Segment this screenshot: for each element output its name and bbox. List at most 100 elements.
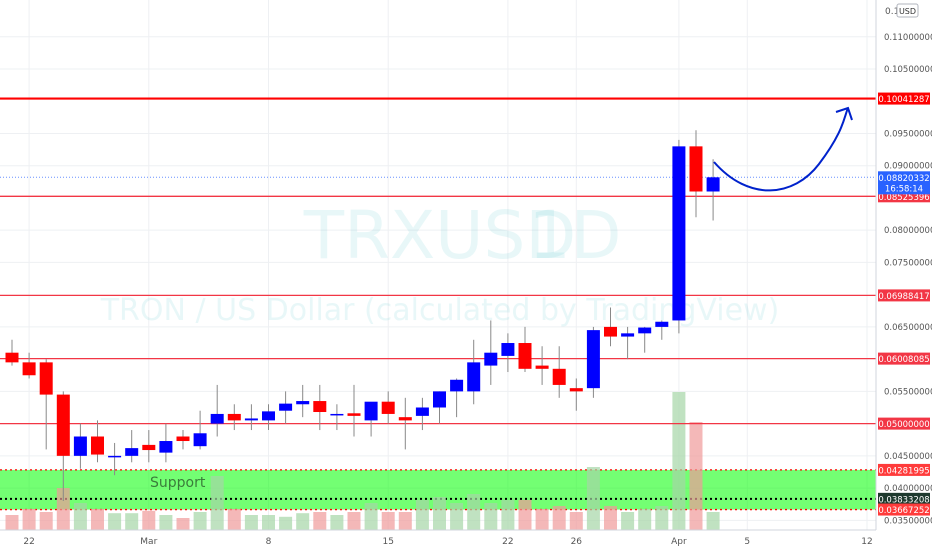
candle	[296, 384, 310, 418]
candle-body	[244, 418, 258, 421]
volume-bar	[552, 506, 566, 530]
candle-body	[313, 401, 327, 413]
volume-bar	[56, 488, 70, 530]
volume-bar	[244, 515, 258, 530]
countdown-label: 16:58:14	[885, 184, 923, 194]
candle-body	[638, 327, 652, 334]
candle-body	[210, 413, 224, 424]
forecast-arrowhead	[835, 106, 853, 121]
candle-body	[467, 362, 481, 392]
volume-bar	[638, 509, 652, 530]
volume-bar	[535, 509, 549, 530]
time-tick-label: Mar	[140, 537, 157, 547]
candle	[604, 307, 617, 347]
volume-bar	[330, 515, 344, 530]
volume-bar	[381, 512, 395, 530]
candle	[244, 404, 258, 431]
candle-body	[621, 333, 635, 337]
volume-bar	[279, 516, 293, 530]
volume-bar	[347, 512, 361, 530]
currency-badge	[896, 3, 919, 18]
candle	[330, 404, 344, 431]
current-price-label: 0.08820332	[878, 174, 929, 184]
candle-body	[381, 401, 395, 414]
candle-body	[655, 321, 669, 327]
candle	[638, 326, 652, 353]
volume-bar	[518, 500, 532, 530]
candle	[569, 378, 583, 411]
candle	[39, 359, 53, 450]
time-tick-label: 5	[744, 537, 750, 547]
candle-body	[450, 379, 464, 392]
support-mid-tag-label: 0.03833208	[878, 495, 929, 505]
candle	[501, 333, 515, 373]
candle-body	[91, 436, 104, 455]
volume-bar	[364, 503, 378, 530]
candle-body	[142, 444, 156, 451]
watermark-interval: 1D	[529, 197, 622, 274]
candle	[672, 139, 686, 334]
candle	[450, 378, 464, 418]
candle	[262, 404, 275, 431]
price-tick-label: 0.07500000	[884, 258, 932, 268]
candle-body	[433, 391, 446, 408]
time-tick-label: 8	[266, 537, 272, 547]
candle	[552, 346, 566, 398]
candle	[535, 346, 549, 385]
volume-bar	[159, 515, 173, 530]
candle	[706, 159, 720, 221]
time-tick-label: 15	[382, 537, 393, 547]
volume-bar	[176, 518, 190, 530]
forecast-arrow-layer	[713, 106, 853, 192]
candle	[347, 384, 361, 437]
currency-badge-label: USD	[899, 7, 916, 16]
candle	[227, 404, 241, 431]
watermark-symbol: TRXUSD	[303, 197, 576, 274]
volume-bar	[484, 503, 498, 530]
volume-bar	[415, 500, 429, 530]
level-price-tag-label: 0.05000000	[878, 420, 929, 430]
candle-body	[56, 394, 70, 456]
volume-bar	[142, 510, 156, 530]
volume-bar	[227, 509, 241, 530]
level-price-tag	[878, 352, 930, 365]
current-price-tag	[878, 171, 930, 195]
candle-body	[347, 413, 361, 416]
volume-bar	[433, 497, 446, 530]
price-tick-label: 0.10500000	[884, 65, 932, 75]
volume-bar	[689, 422, 703, 530]
volume-bar	[313, 512, 327, 530]
candle-body	[501, 343, 515, 356]
candle-body	[415, 407, 429, 416]
candle-body	[364, 401, 378, 421]
volume-bar	[621, 512, 635, 530]
volume-bar	[91, 509, 104, 530]
candle	[91, 420, 104, 463]
level-price-tag	[878, 417, 930, 430]
price-tick-label: 0.11000000	[884, 33, 932, 43]
volume-bar	[672, 392, 686, 530]
volume-bar	[39, 512, 53, 530]
candle	[125, 430, 139, 463]
candle-body	[39, 362, 53, 395]
candle-body	[108, 455, 122, 458]
candle	[433, 391, 446, 424]
support-top-tag-label: 0.04281995	[878, 466, 929, 476]
candle	[415, 397, 429, 431]
time-tick-label: 22	[23, 537, 34, 547]
volume-bar	[22, 509, 36, 530]
price-axis: 0.1 USD 0.11000000 0.10500000 0.09500000 0.09…	[875, 0, 932, 550]
candle-body	[604, 326, 617, 337]
volume-bar	[501, 500, 515, 530]
candle-body	[296, 401, 310, 405]
candle	[398, 397, 412, 450]
candle-body	[706, 177, 720, 192]
candle	[56, 391, 70, 501]
candle-body	[672, 146, 686, 321]
volume-bar	[193, 512, 207, 530]
volume-bar	[450, 503, 464, 530]
candle-body	[176, 436, 190, 442]
volume-bar	[604, 506, 617, 530]
time-tick-label: 22	[502, 537, 513, 547]
